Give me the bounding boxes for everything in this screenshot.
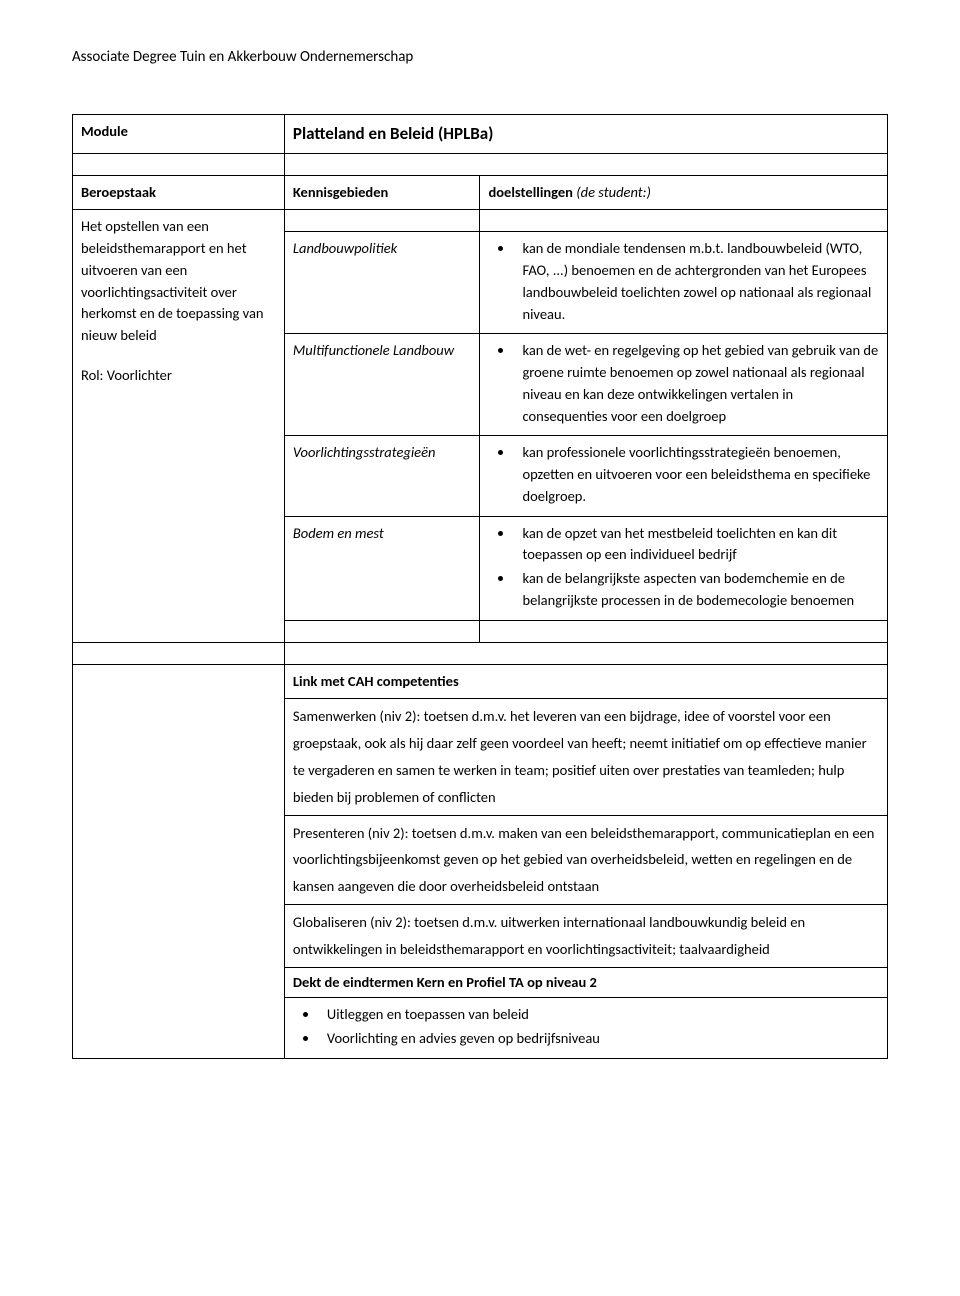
spacer-row-4 [73,642,888,664]
competencies-left-blank [73,664,285,1058]
module-title: Platteland en Beleid (HPLBa) [284,115,887,154]
topic-2: Voorlichtingsstrategieën [284,436,480,516]
beroepstaak-text-1: Het opstellen van een beleidsthemarappor… [81,216,276,347]
topic-0: Landbouwpolitiek [284,232,480,334]
doelstellingen-label: doelstellingen (de student:) [480,175,888,210]
final-bullets-cell: Uitleggen en toepassen van beleid Voorli… [284,998,887,1059]
goal-1-0: kan de wet- en regelgeving op het gebied… [514,340,879,427]
spacer-row [73,153,888,175]
module-row: Module Platteland en Beleid (HPLBa) [73,115,888,154]
final-bullet-0: Uitleggen en toepassen van beleid [319,1004,879,1026]
topic-3: Bodem en mest [284,516,480,620]
goal-3-0: kan de opzet van het mestbeleid toelicht… [514,523,879,567]
competency-0: Samenwerken (niv 2): toetsen d.m.v. het … [284,699,887,815]
doelstellingen-student: (de student:) [576,183,651,201]
topic-1: Multifunctionele Landbouw [284,334,480,436]
goals-0: kan de mondiale tendensen m.b.t. landbou… [480,232,888,334]
competency-2: Globaliseren (niv 2): toetsen d.m.v. uit… [284,904,887,967]
goals-1: kan de wet- en regelgeving op het gebied… [480,334,888,436]
competencies-heading: Link met CAH competenties [284,664,887,699]
page-container: Associate Degree Tuin en Akkerbouw Onder… [0,0,960,1107]
spacer-row-2: Het opstellen van een beleidsthemarappor… [73,210,888,232]
beroepstaak-cell: Het opstellen van een beleidsthemarappor… [73,210,285,642]
goal-3-1: kan de belangrijkste aspecten van bodemc… [514,568,879,612]
headings-row: Beroepstaak Kennisgebieden doelstellinge… [73,175,888,210]
competency-3: Dekt de eindtermen Kern en Profiel TA op… [284,967,887,998]
beroepstaak-label: Beroepstaak [73,175,285,210]
page-header: Associate Degree Tuin en Akkerbouw Onder… [72,48,888,66]
kennisgebieden-label: Kennisgebieden [284,175,480,210]
module-table: Module Platteland en Beleid (HPLBa) Bero… [72,114,888,1059]
goals-3: kan de opzet van het mestbeleid toelicht… [480,516,888,620]
competencies-heading-row: Link met CAH competenties [73,664,888,699]
competency-1: Presenteren (niv 2): toetsen d.m.v. make… [284,815,887,904]
goal-0-0: kan de mondiale tendensen m.b.t. landbou… [514,238,879,325]
beroepstaak-text-2: Rol: Voorlichter [81,365,276,387]
final-bullet-1: Voorlichting en advies geven op bedrijfs… [319,1028,879,1050]
goals-2: kan professionele voorlichtingsstrategie… [480,436,888,516]
doelstellingen-word: doelstellingen [488,183,576,201]
module-label: Module [73,115,285,154]
goal-2-0: kan professionele voorlichtingsstrategie… [514,442,879,507]
